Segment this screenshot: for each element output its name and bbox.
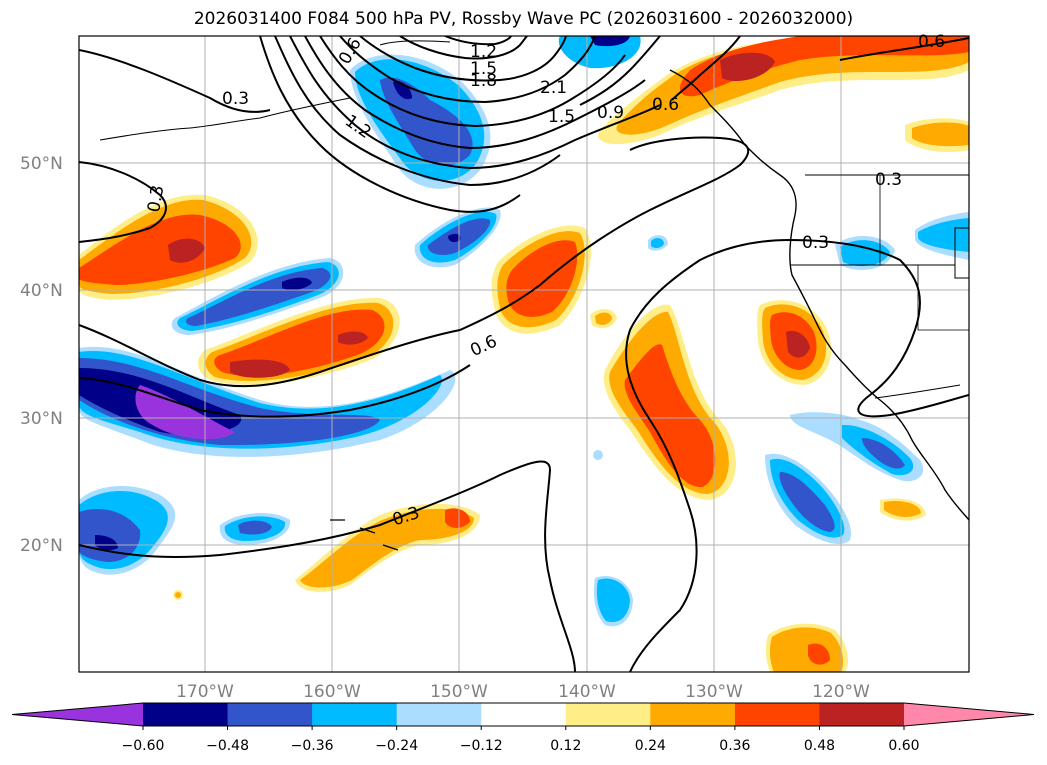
lon-label: 130°W	[685, 682, 743, 702]
lon-label: 120°W	[812, 682, 870, 702]
contour-label: 0.3	[802, 233, 829, 253]
contour-label: 1.5	[548, 107, 575, 127]
contour-label: 2.1	[540, 78, 567, 98]
colorbar-tick-label: −0.36	[291, 738, 334, 754]
colorbar-segment	[227, 703, 313, 726]
pv-anomaly-fill	[79, 36, 969, 672]
lon-label: 170°W	[176, 682, 234, 702]
contour-label: 0.6	[918, 32, 945, 52]
latitude-labels: 50°N 40°N 30°N 20°N	[20, 154, 63, 556]
contour-label: 0.3	[144, 184, 168, 214]
colorbar-tick-label: −0.12	[460, 738, 503, 754]
colorbar-segment	[734, 703, 820, 726]
colorbar-segment	[396, 703, 482, 726]
lat-label: 20°N	[20, 536, 63, 556]
colorbar-tick-label: 0.12	[550, 738, 581, 754]
lon-label: 150°W	[430, 682, 488, 702]
colorbar-tick-label: −0.48	[206, 738, 249, 754]
contour-label: 0.6	[652, 95, 679, 115]
colorbar-tick-label: −0.24	[375, 738, 418, 754]
colorbar-segment	[312, 703, 398, 726]
lat-label: 50°N	[20, 154, 63, 174]
graticule	[79, 36, 969, 672]
colorbar-tick-label: 0.48	[804, 738, 835, 754]
contour-label: 1.5	[470, 59, 497, 79]
colorbar: −0.60 −0.48 −0.36 −0.24 −0.12 0.12 0.24 0.36 0.4…	[11, 702, 1035, 754]
colorbar-segment	[565, 703, 651, 726]
colorbar-tick-label: 0.24	[635, 738, 666, 754]
contour-label: 0.3	[222, 89, 249, 109]
contour-label: 1.8	[470, 71, 497, 91]
lat-label: 30°N	[20, 409, 63, 429]
pv-contours	[79, 36, 969, 672]
colorbar-segment	[143, 703, 229, 726]
colorbar-segment	[481, 703, 567, 726]
lon-label: 160°W	[303, 682, 361, 702]
map-frame	[78, 35, 970, 673]
colorbar-segment	[819, 703, 905, 726]
lon-label: 140°W	[558, 682, 616, 702]
colorbar-tick-label: −0.60	[122, 738, 165, 754]
lat-label: 40°N	[20, 281, 63, 301]
contour-label: 0.9	[597, 103, 624, 123]
contour-label: 1.2	[470, 42, 497, 62]
colorbar-extend-low	[12, 703, 143, 726]
coastlines	[99, 40, 969, 551]
contour-label: 0.6	[467, 331, 500, 361]
colorbar-segment	[650, 703, 736, 726]
colorbar-extend-high	[904, 703, 1034, 726]
colorbar-tick-label: 0.60	[888, 738, 919, 754]
colorbar-tick-label: 0.36	[719, 738, 750, 754]
longitude-labels: 170°W 160°W 150°W 140°W 130°W 120°W	[176, 682, 870, 702]
contour-label: 0.3	[875, 170, 902, 190]
map-title: 2026031400 F084 500 hPa PV, Rossby Wave …	[193, 9, 854, 29]
